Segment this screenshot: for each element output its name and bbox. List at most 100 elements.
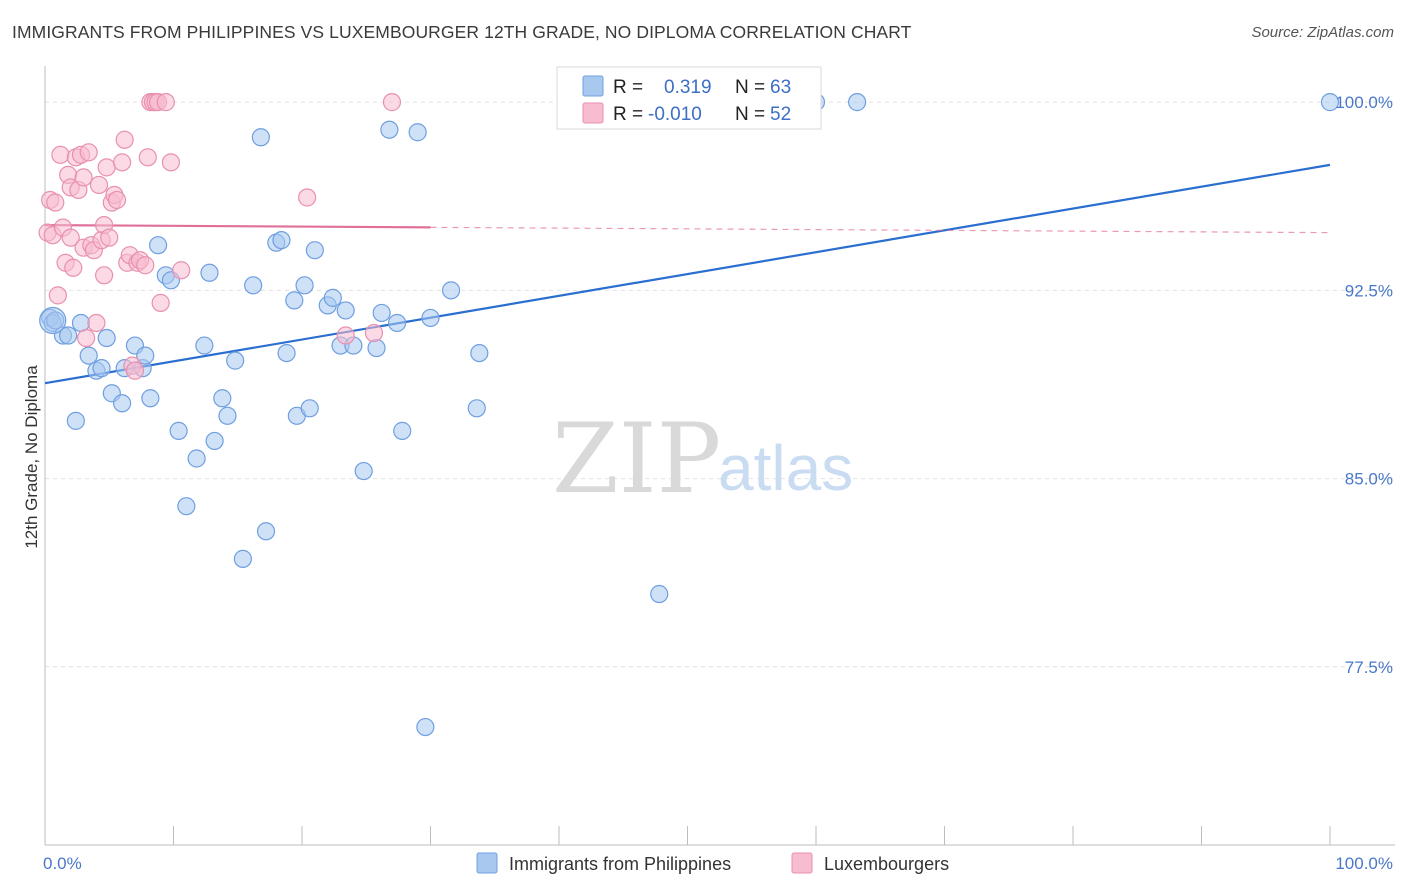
philippines-point xyxy=(393,421,412,440)
philippines-point xyxy=(226,351,245,370)
philippines-point xyxy=(71,313,91,333)
x-tick-label: 100.0% xyxy=(1335,854,1393,873)
luxembourgers-point xyxy=(138,148,157,167)
luxembourgers-point xyxy=(61,228,80,247)
legend-swatch-luxembourgers xyxy=(582,102,604,124)
philippines-point xyxy=(141,389,160,408)
philippines-point xyxy=(244,276,263,295)
philippines-point xyxy=(441,281,461,300)
watermark-atlas: atlas xyxy=(718,432,853,504)
philippines-point xyxy=(205,431,224,451)
philippines-point xyxy=(187,449,206,468)
trend-line-solid xyxy=(44,163,1331,385)
grid-lines xyxy=(45,101,1395,668)
luxembourgers-point xyxy=(97,158,116,177)
luxembourgers-point xyxy=(51,145,70,164)
luxembourgers-point xyxy=(74,168,93,187)
philippines-point xyxy=(272,231,291,250)
y-tick-label: 92.5% xyxy=(1345,281,1393,300)
y-tick-label: 77.5% xyxy=(1345,658,1393,677)
philippines-point xyxy=(650,584,669,604)
legend-n-value: 52 xyxy=(770,104,791,125)
philippines-point xyxy=(372,303,391,323)
philippines-point xyxy=(66,411,85,430)
philippines-point xyxy=(336,301,355,320)
philippines-point xyxy=(200,263,219,282)
philippines-point xyxy=(169,421,188,440)
luxembourgers-point xyxy=(95,266,114,285)
luxembourgers-point xyxy=(79,143,98,162)
philippines-point xyxy=(470,343,489,363)
correlation-legend: R = 0.319 N = 63 R = -0.010 N = 52 xyxy=(556,66,822,130)
philippines-point xyxy=(218,406,237,425)
luxembourgers-point xyxy=(77,328,96,348)
legend-r-value: 0.319 xyxy=(664,77,712,98)
philippines-point xyxy=(59,326,78,345)
legend-n-label: N = xyxy=(735,104,765,125)
y-tick-label: 100.0% xyxy=(1335,93,1393,112)
luxembourgers-point xyxy=(64,258,83,277)
luxembourgers-point xyxy=(115,130,134,149)
legend-n-label: N = xyxy=(735,77,765,98)
philippines-point xyxy=(305,241,324,260)
philippines-point xyxy=(354,461,373,481)
luxembourgers-point xyxy=(156,93,175,112)
luxembourgers-point xyxy=(161,153,181,172)
luxembourgers-point xyxy=(151,293,170,312)
philippines-point xyxy=(39,306,67,335)
trend-line-dashed xyxy=(430,226,1331,234)
philippines-point xyxy=(467,399,486,418)
luxembourgers-point xyxy=(125,361,145,380)
philippines-point xyxy=(251,128,270,147)
watermark: ZIP atlas xyxy=(552,403,853,515)
luxembourgers-point xyxy=(364,323,384,343)
y-tick-label: 85.0% xyxy=(1345,470,1393,489)
legend-r-label: R = xyxy=(613,104,643,125)
philippines-point xyxy=(380,120,399,139)
philippines-point xyxy=(256,522,276,541)
legend-swatch-philippines xyxy=(476,852,498,874)
legend-swatch-luxembourgers xyxy=(791,852,813,874)
legend-r-value: -0.010 xyxy=(648,104,702,125)
philippines-point xyxy=(1320,93,1340,112)
philippines-point xyxy=(285,291,304,310)
luxembourgers-point xyxy=(336,326,355,345)
luxembourgers-point xyxy=(100,228,119,247)
philippines-point xyxy=(97,328,116,348)
philippines-point xyxy=(177,497,196,516)
philippines-point xyxy=(367,338,386,358)
y-tick-labels: 77.5% 85.0% 92.5% 100.0% xyxy=(1335,93,1393,677)
series-legend: Immigrants from Philippines Luxembourger… xyxy=(476,852,949,874)
legend-r-label: R = xyxy=(613,77,643,98)
luxembourgers-point xyxy=(48,286,67,305)
watermark-zip: ZIP xyxy=(552,403,721,515)
luxembourgers-point xyxy=(172,261,191,280)
philippines-point xyxy=(136,346,155,365)
philippines-point xyxy=(416,717,435,737)
philippines-point xyxy=(195,336,214,355)
luxembourgers-point xyxy=(107,190,127,210)
data-points xyxy=(38,93,1340,737)
luxembourgers-point xyxy=(87,313,106,333)
philippines-point xyxy=(79,346,98,365)
philippines-point xyxy=(387,313,407,333)
luxembourgers-point xyxy=(382,93,402,112)
x-tick-labels: 0.0% 100.0% xyxy=(43,854,1393,873)
philippines-point xyxy=(233,549,252,568)
legend-swatch-philippines xyxy=(582,75,604,97)
philippines-point xyxy=(112,394,132,413)
philippines-point xyxy=(277,343,296,363)
luxembourgers-point xyxy=(298,188,317,207)
philippines-point xyxy=(148,236,168,255)
philippines-point xyxy=(213,389,232,408)
y-axis-label: 12th Grade, No Diploma xyxy=(22,365,41,549)
philippines-point xyxy=(323,288,342,307)
philippines-point xyxy=(408,123,427,142)
luxembourgers-point xyxy=(89,175,109,195)
philippines-point xyxy=(92,359,111,378)
legend-label-luxembourgers: Luxembourgers xyxy=(824,854,949,874)
source-label: Source: ZipAtlas.com xyxy=(1251,24,1394,41)
trend-lines xyxy=(44,163,1331,385)
legend-n-value: 63 xyxy=(770,77,791,98)
